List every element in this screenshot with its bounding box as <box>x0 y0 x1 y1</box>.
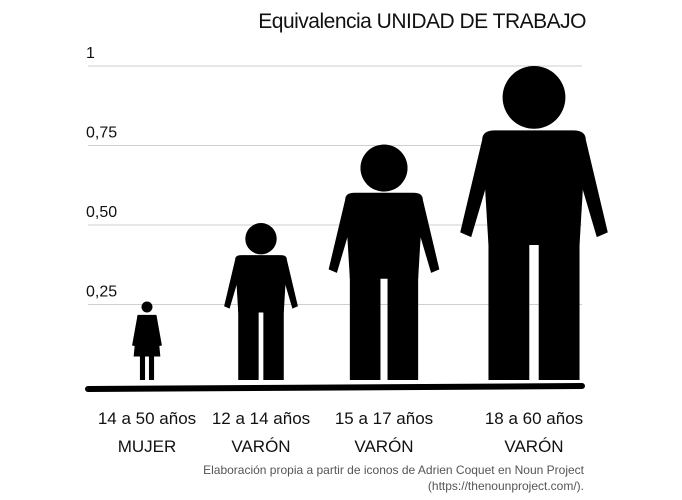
chart-marks <box>132 66 608 380</box>
category-label-age: 12 a 14 años <box>212 409 310 428</box>
credit-line-2: (https://thenounproject.com/). <box>427 479 584 493</box>
man-icon <box>224 223 298 380</box>
credit-line-1: Elaboración propia a partir de iconos de… <box>203 463 584 477</box>
y-tick-label: 0,25 <box>86 284 117 301</box>
chart-title: Equivalencia UNIDAD DE TRABAJO <box>258 10 586 33</box>
category-label-sex: VARÓN <box>231 437 290 456</box>
baseline-axis <box>85 383 585 392</box>
category-label-sex: VARÓN <box>354 437 413 456</box>
woman-icon <box>132 301 162 380</box>
man-icon <box>460 66 608 380</box>
man-icon <box>328 144 440 380</box>
y-tick-label: 1 <box>86 45 95 62</box>
category-label-age: 18 a 60 años <box>485 409 583 428</box>
y-axis-ticks: 0,25 0,50 0,75 1 <box>86 45 117 301</box>
category-label-sex: MUJER <box>118 437 177 456</box>
credit-note: Elaboración propia a partir de iconos de… <box>203 462 584 494</box>
category-label-age: 15 a 17 años <box>335 409 433 428</box>
y-tick-label: 0,50 <box>86 204 117 221</box>
category-label-age: 14 a 50 años <box>98 409 196 428</box>
category-labels: 14 a 50 años MUJER 12 a 14 años VARÓN 15 a 1… <box>98 409 583 456</box>
y-tick-label: 0,75 <box>86 125 117 142</box>
category-label-sex: VARÓN <box>504 437 563 456</box>
